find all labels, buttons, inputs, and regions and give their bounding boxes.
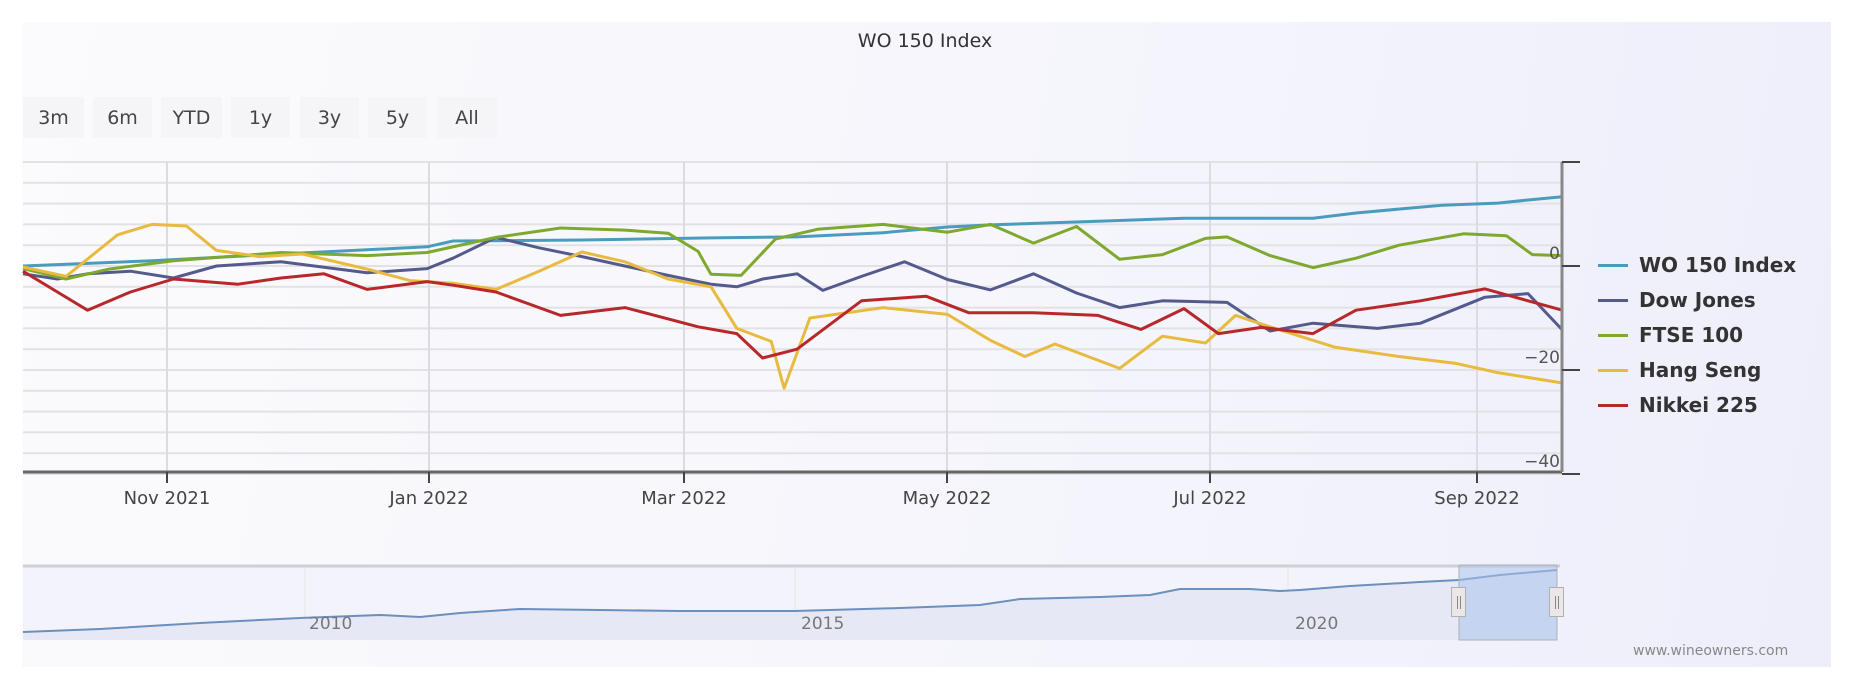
- vertical-gridlines: [166, 162, 1478, 472]
- horizontal-gridlines: [23, 161, 1562, 475]
- y-axis-ticks: [1562, 161, 1580, 475]
- legend-line-icon: [1598, 403, 1628, 407]
- range-button-all[interactable]: All: [437, 97, 497, 138]
- navigator-year-label: 2015: [801, 614, 845, 634]
- navigator-year-label: 2010: [309, 614, 353, 634]
- navigator-right-handle[interactable]: [1549, 587, 1564, 617]
- x-axis-ticks: [166, 472, 1478, 483]
- credit-link[interactable]: www.wineowners.com: [1633, 643, 1789, 659]
- y-axis-label: −40: [1524, 452, 1560, 472]
- legend-label: FTSE 100: [1639, 323, 1744, 347]
- x-axis-label: Mar 2022: [641, 488, 727, 509]
- range-button-ytd[interactable]: YTD: [161, 97, 222, 138]
- x-axis-label: Sep 2022: [1434, 488, 1520, 509]
- legend-item-dow-jones[interactable]: Dow Jones: [1598, 285, 1756, 315]
- legend-line-icon: [1598, 263, 1628, 267]
- legend-item-nikkei-225[interactable]: Nikkei 225: [1598, 390, 1758, 420]
- y-axis-label: −20: [1524, 348, 1560, 368]
- range-button-3y[interactable]: 3y: [300, 97, 359, 138]
- x-axis-label: Jan 2022: [389, 488, 469, 509]
- legend-label: Dow Jones: [1639, 288, 1756, 312]
- series-wo-150-index: [22, 195, 1563, 268]
- series-ftse-100: [22, 222, 1563, 281]
- legend-line-icon: [1598, 298, 1628, 302]
- navigator-left-handle[interactable]: [1451, 587, 1466, 617]
- series-dow-jones: [22, 235, 1564, 333]
- range-button-3m[interactable]: 3m: [23, 97, 84, 138]
- x-axis-label: Nov 2021: [123, 488, 211, 509]
- range-button-1y[interactable]: 1y: [231, 97, 290, 138]
- legend-line-icon: [1598, 368, 1628, 372]
- navigator-year-label: 2020: [1295, 614, 1339, 634]
- legend-item-wo-150-index[interactable]: WO 150 Index: [1598, 250, 1796, 280]
- navigator-selection-mask: [1458, 564, 1558, 641]
- navigator: [22, 564, 1560, 641]
- navigator-series: [22, 569, 1558, 633]
- legend-label: WO 150 Index: [1639, 253, 1797, 277]
- chart-title: WO 150 Index: [857, 30, 993, 52]
- series-nikkei-225: [22, 269, 1563, 360]
- legend-line-icon: [1598, 333, 1628, 337]
- range-button-5y[interactable]: 5y: [368, 97, 427, 138]
- range-button-6m[interactable]: 6m: [93, 97, 152, 138]
- legend-item-ftse-100[interactable]: FTSE 100: [1598, 320, 1743, 350]
- navigator-area: [23, 570, 1557, 640]
- legend-item-hang-seng[interactable]: Hang Seng: [1598, 355, 1761, 385]
- legend-label: Nikkei 225: [1639, 393, 1758, 417]
- legend-label: Hang Seng: [1639, 358, 1762, 382]
- x-axis-label: Jul 2022: [1173, 488, 1247, 509]
- series-hang-seng: [22, 222, 1563, 390]
- x-axis-label: May 2022: [902, 488, 992, 509]
- series-lines: [22, 195, 1564, 390]
- y-axis-label: 0: [1549, 244, 1560, 264]
